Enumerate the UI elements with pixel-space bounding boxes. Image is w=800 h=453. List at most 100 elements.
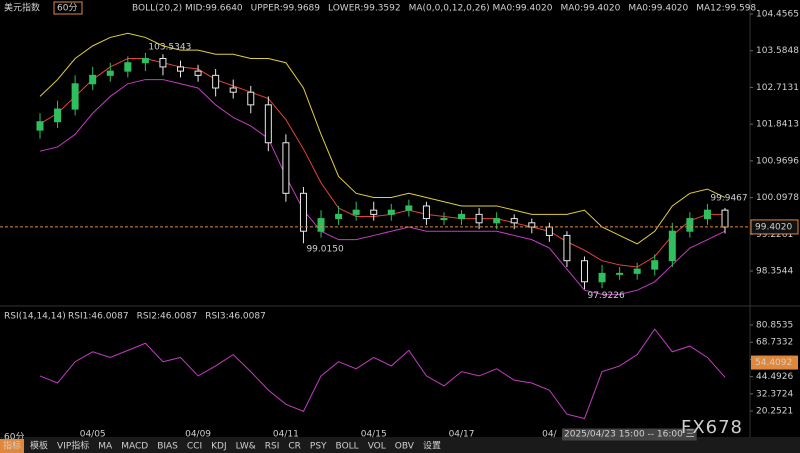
watermark: FX678 [681,417,743,438]
candle-body [106,70,114,76]
legend-text: MA0:99.4020 [560,4,620,14]
candle-body [317,218,325,232]
candle-body [493,218,501,224]
band-line [39,79,726,295]
x-tick-label: 04/15 [361,430,387,440]
current-rsi-label: 54.4092 [755,358,792,368]
toolbar-item[interactable]: RSI [265,442,280,452]
rsi-line [39,328,726,420]
candle-body [440,218,448,221]
extreme-label: 103.5343 [148,42,191,52]
y-tick-label: 98.3544 [756,267,793,277]
legend-text: RSI2:46.0087 [137,312,198,322]
legend-text: MA(0,0,0,12,0,26) MA0:99.4020 [409,4,553,14]
period-label: 60分 [4,432,24,443]
candle-body [545,226,553,236]
title: 美元指数 [4,2,40,14]
band-line [39,58,725,268]
toolbar-bg [0,437,800,453]
candle-body [651,260,659,270]
candle-body [159,58,167,68]
y-tick-label: 68.7332 [756,338,793,348]
y-tick-label: 101.8413 [756,120,799,130]
toolbar-item[interactable]: KDJ [211,442,227,452]
current-price-box [750,219,799,235]
candle-body [616,272,624,275]
toolbar-item[interactable]: CCI [187,442,202,452]
candle-body [36,121,44,131]
x-tick-label: 04/05 [80,430,106,440]
toolbar-item[interactable]: OBV [395,442,415,452]
date-label: 2025/04/23 15:00 -- 16:00 三 [564,430,695,440]
toolbar-item[interactable]: PSY [310,442,327,452]
toolbar-item[interactable]: CR [288,442,301,452]
current-price-label: 99.4020 [755,222,792,232]
candle-body [387,209,395,215]
candle-body [528,222,536,228]
candle-body [71,83,79,110]
toolbar-item[interactable]: 模板 [30,440,48,452]
band-line [39,32,726,245]
toolbar-item[interactable]: 设置 [423,441,441,452]
x-tick-label: 04/09 [185,430,211,440]
candle-body [422,205,430,220]
candle-body [282,142,290,194]
legend-text: MA0:99.4020 [628,4,688,14]
candle-body [458,213,466,220]
date-label-bg [562,428,697,441]
legend-text: RSI1:46.0087 [68,312,129,322]
y-tick-label: 100.0978 [756,193,799,203]
y-tick-label: 20.2521 [756,407,793,417]
extreme-label: 99.9467 [710,193,747,203]
candle-body [229,87,237,93]
candle-body [598,272,606,283]
candle-body [370,209,378,215]
y-tick-label: 44.4926 [756,372,793,382]
toolbar-item[interactable]: BOLL [336,442,359,452]
y-tick-label: 104.4565 [756,9,799,19]
toolbar-item[interactable]: VIP指标 [57,440,89,452]
y-tick-label: 32.3724 [756,389,793,399]
candle-body [633,268,641,274]
candle-body [668,230,676,262]
extreme-label: 97.9226 [587,291,624,301]
candle-body [247,91,255,106]
x-tick-label: 04/ [542,430,557,440]
candle-body [475,213,483,224]
toolbar-item[interactable]: VOL [368,442,386,452]
period-box [53,1,83,15]
legend-text: UPPER:99.9689 [251,4,321,14]
extreme-label: 99.0150 [306,245,343,255]
x-tick-label: 04/11 [273,430,299,440]
candle-body [703,209,711,220]
toolbar-item[interactable]: 指标 [3,440,21,452]
candle-body [510,218,518,224]
toolbar-active-bg [0,439,25,453]
candle-body [335,213,343,220]
candle-body [352,209,360,215]
candle-body [721,209,729,228]
candle-body [194,70,202,76]
candle-body [54,108,62,123]
candle-body [212,74,220,89]
y-tick-label: 102.7131 [756,83,799,93]
candle-body [177,66,185,72]
period: 60分 [57,3,77,14]
toolbar-item[interactable]: BIAS [157,442,178,452]
legend-text: BOLL(20,2) MID:99.6640 [132,4,243,14]
toolbar-item[interactable]: LW& [236,442,256,452]
y-tick-label: 99.2261 [756,230,793,240]
toolbar-item[interactable]: MACD [121,442,148,452]
legend-text: LOWER:99.3592 [328,4,401,14]
candle-body [141,58,149,64]
candle-body [264,104,272,144]
x-tick-label: 04/17 [449,430,475,440]
toolbar-item[interactable]: MA [98,442,113,452]
current-rsi-box [751,355,798,370]
candle-body [299,192,307,232]
candle-body [89,74,97,85]
candle-body [563,234,571,262]
legend-text: MA12:99.598 [696,4,756,14]
candle-body [405,205,413,211]
